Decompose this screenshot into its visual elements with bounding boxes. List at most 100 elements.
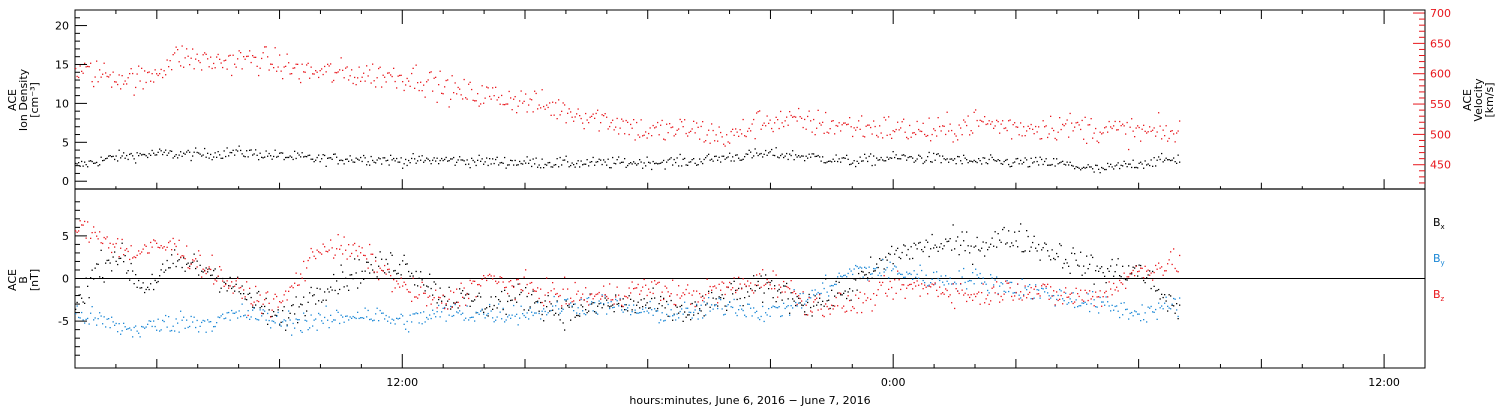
by-point	[571, 305, 573, 307]
by-point	[975, 268, 977, 270]
by-point	[256, 318, 258, 321]
ion-density-point	[330, 157, 332, 159]
by-point	[258, 319, 260, 321]
ion-density-point	[79, 165, 81, 167]
bx-point	[207, 271, 209, 273]
by-series	[75, 259, 1181, 338]
ion-density-point	[949, 158, 951, 160]
bx-point	[864, 274, 866, 276]
bx-point	[205, 267, 207, 269]
velocity-point	[1039, 138, 1041, 140]
bz-point	[826, 305, 828, 308]
ion-density-point	[648, 161, 650, 163]
velocity-point	[394, 80, 396, 83]
bz-point	[1056, 291, 1058, 293]
bz-point	[837, 305, 839, 307]
ion-density-point	[127, 158, 129, 161]
bz-point	[871, 310, 873, 312]
bz-point	[331, 247, 333, 249]
velocity-point	[754, 138, 756, 140]
bz-point	[841, 307, 843, 309]
by-point	[228, 311, 230, 314]
bx-point	[529, 306, 531, 308]
bx-point	[910, 246, 912, 248]
velocity-point	[537, 108, 539, 110]
bx-point	[427, 286, 429, 288]
velocity-point	[1009, 119, 1011, 121]
ion-density-point	[669, 158, 671, 160]
bx-point	[1075, 259, 1077, 261]
velocity-point	[852, 135, 854, 138]
bz-point	[402, 285, 404, 287]
bz-point	[295, 272, 297, 274]
ion-density-point	[1105, 168, 1107, 171]
bx-point	[660, 295, 662, 298]
ion-density-point	[270, 155, 272, 157]
bz-point	[339, 248, 341, 250]
bz-point	[708, 292, 710, 294]
bz-point	[1102, 296, 1104, 298]
bz-point	[600, 298, 602, 300]
velocity-point	[783, 125, 785, 128]
bx-point	[1158, 288, 1160, 291]
bz-point	[1026, 297, 1028, 299]
velocity-point	[117, 83, 119, 86]
bx-point	[408, 270, 410, 273]
by-point	[801, 307, 803, 309]
by-point	[217, 316, 219, 318]
ion-density-point	[1144, 160, 1146, 162]
velocity-point	[291, 73, 293, 75]
velocity-point	[189, 64, 191, 66]
by-point	[289, 319, 291, 321]
ion-density-point	[267, 155, 269, 157]
bx-point	[250, 296, 252, 299]
bx-point	[784, 285, 786, 287]
ion-density-point	[577, 160, 579, 162]
ion-density-point	[1068, 164, 1070, 166]
by-point	[838, 272, 840, 274]
by-point	[840, 275, 842, 277]
velocity-point	[292, 67, 294, 69]
by-point	[375, 313, 377, 315]
by-point	[1045, 287, 1047, 289]
bx-point	[1170, 295, 1172, 297]
bx-point	[1048, 255, 1050, 257]
bz-point	[595, 293, 597, 296]
velocity-point	[115, 81, 117, 83]
bx-point	[702, 295, 704, 297]
bz-point	[835, 296, 837, 299]
ion-density-point	[1080, 169, 1082, 171]
ion-density-point	[1095, 164, 1097, 166]
bx-point	[457, 307, 459, 309]
bx-point	[1098, 270, 1100, 272]
ion-density-point	[276, 156, 278, 158]
by-point	[75, 313, 77, 315]
bz-point	[700, 296, 702, 298]
ion-density-point	[751, 157, 753, 159]
by-point	[399, 317, 401, 319]
bz-point	[973, 293, 975, 295]
ion-density-point	[94, 162, 96, 164]
bz-point	[304, 280, 306, 282]
bz-point	[406, 288, 408, 291]
bx-point	[142, 282, 144, 284]
bx-point	[274, 314, 276, 316]
bx-point	[733, 280, 735, 282]
bx-point	[682, 320, 684, 322]
bz-point	[816, 297, 818, 299]
bx-point	[606, 299, 608, 301]
bx-point	[336, 280, 338, 282]
ion-density-point	[871, 164, 873, 167]
velocity-point	[507, 103, 509, 105]
bz-point	[399, 286, 401, 288]
bx-point	[615, 294, 617, 296]
by-point	[511, 314, 513, 316]
bz-point	[912, 288, 914, 290]
velocity-point	[165, 74, 167, 76]
bz-point	[132, 257, 134, 259]
by-point	[1057, 294, 1059, 297]
by-point	[789, 314, 791, 316]
bx-point	[348, 289, 350, 291]
ion-density-point	[1132, 159, 1134, 161]
bx-point	[967, 245, 969, 247]
